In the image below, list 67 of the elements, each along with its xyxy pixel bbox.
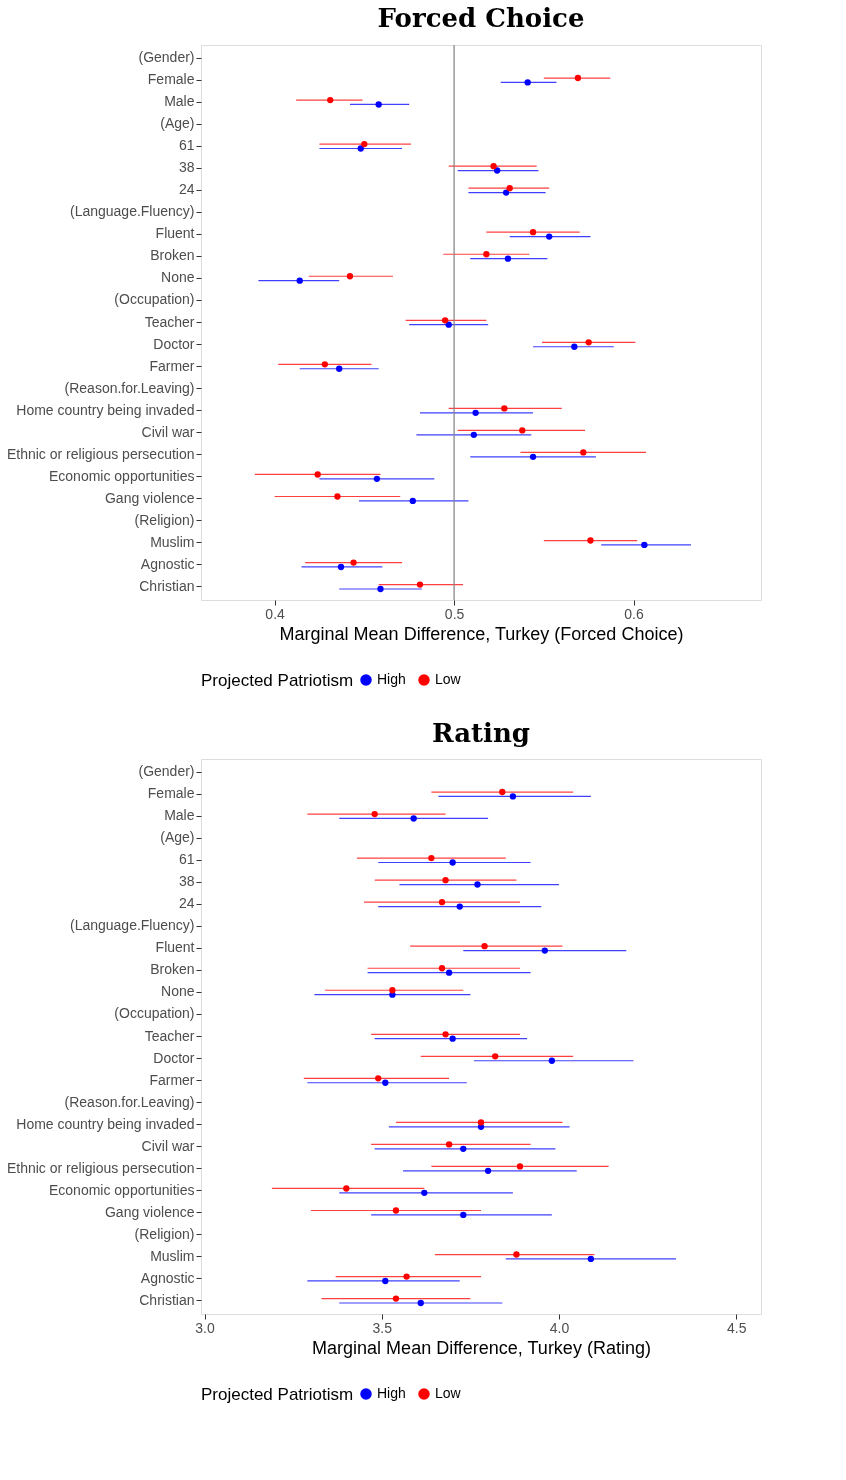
x-tick-label: 0.6: [624, 605, 645, 622]
x-tick-label: 4.0: [549, 1319, 570, 1336]
y-tick-label: Agnostic: [140, 1269, 195, 1286]
y-tick-label: (Reason.for.Leaving): [64, 379, 195, 396]
y-tick-label: Female: [147, 71, 195, 88]
y-tick-label: (Gender): [138, 763, 195, 780]
y-tick-label: Doctor: [153, 1049, 195, 1066]
y-tick-label: Teacher: [144, 1027, 195, 1044]
y-tick-label: None: [161, 983, 195, 1000]
legend-label: Low: [435, 1385, 462, 1401]
y-tick-label: Ethnic or religious persecution: [6, 445, 195, 462]
y-tick-label: Muslim: [150, 1247, 195, 1264]
x-tick-label: 0.4: [265, 605, 286, 622]
y-tick-label: 38: [178, 873, 195, 890]
y-tick-label: (Language.Fluency): [69, 917, 195, 934]
y-tick-label: Economic opportunities: [48, 467, 195, 484]
y-tick-label: 61: [178, 851, 195, 868]
chart-title: Forced Choice: [377, 3, 585, 34]
y-tick-label: Home country being invaded: [16, 401, 195, 418]
y-tick-label: Agnostic: [140, 555, 195, 572]
y-tick-label: 24: [178, 895, 195, 912]
legend-label: High: [377, 1385, 406, 1401]
x-tick-label: 4.5: [726, 1319, 747, 1336]
y-tick-label: Ethnic or religious persecution: [6, 1159, 195, 1176]
y-tick-label: Broken: [150, 961, 195, 978]
y-tick-label: Civil war: [141, 423, 195, 440]
chart-title: Rating: [431, 718, 531, 748]
y-tick-label: Farmer: [149, 1071, 195, 1088]
x-axis-title: Marginal Mean Difference, Turkey (Rating): [312, 1337, 651, 1358]
y-tick-label: Female: [147, 785, 195, 802]
x-tick-label: 3.0: [195, 1319, 215, 1336]
y-tick-label: Male: [164, 93, 195, 110]
y-tick-label: Economic opportunities: [48, 1181, 195, 1198]
y-tick-label: Muslim: [150, 533, 195, 550]
legend-label: High: [377, 671, 406, 687]
y-tick-label: Fluent: [155, 939, 195, 956]
x-tick-label: 3.5: [372, 1319, 393, 1336]
y-tick-label: Civil war: [141, 1137, 195, 1154]
y-tick-label: (Age): [160, 115, 195, 132]
y-tick-label: (Language.Fluency): [69, 203, 195, 220]
y-tick-label: 24: [178, 181, 195, 198]
y-tick-label: Fluent: [155, 225, 195, 242]
y-tick-label: 38: [178, 159, 195, 176]
y-tick-label: (Age): [160, 829, 195, 846]
legend-label: Low: [435, 671, 462, 687]
y-tick-label: Broken: [150, 247, 195, 264]
y-tick-label: Christian: [139, 1291, 195, 1308]
legend-title: Projected Patriotism: [201, 671, 354, 690]
x-axis-title: Marginal Mean Difference, Turkey (Forced Choice): [279, 623, 684, 644]
y-tick-label: None: [161, 269, 195, 286]
y-tick-label: Male: [164, 807, 195, 824]
y-tick-label: (Occupation): [114, 291, 195, 308]
y-tick-label: Farmer: [149, 357, 195, 374]
y-tick-label: Christian: [139, 577, 195, 594]
y-tick-label: (Reason.for.Leaving): [64, 1093, 195, 1110]
y-tick-label: Doctor: [153, 335, 195, 352]
y-tick-label: (Religion): [134, 1225, 195, 1242]
y-tick-label: Gang violence: [104, 1203, 195, 1220]
y-tick-label: (Gender): [138, 49, 195, 66]
y-tick-label: (Religion): [134, 511, 195, 528]
y-tick-label: Home country being invaded: [16, 1115, 195, 1132]
legend-title: Projected Patriotism: [201, 1385, 354, 1404]
y-tick-label: (Occupation): [114, 1005, 195, 1022]
y-tick-label: 61: [178, 137, 195, 154]
y-tick-label: Teacher: [144, 313, 195, 330]
x-tick-label: 0.5: [444, 605, 465, 622]
y-tick-label: Gang violence: [104, 489, 195, 506]
